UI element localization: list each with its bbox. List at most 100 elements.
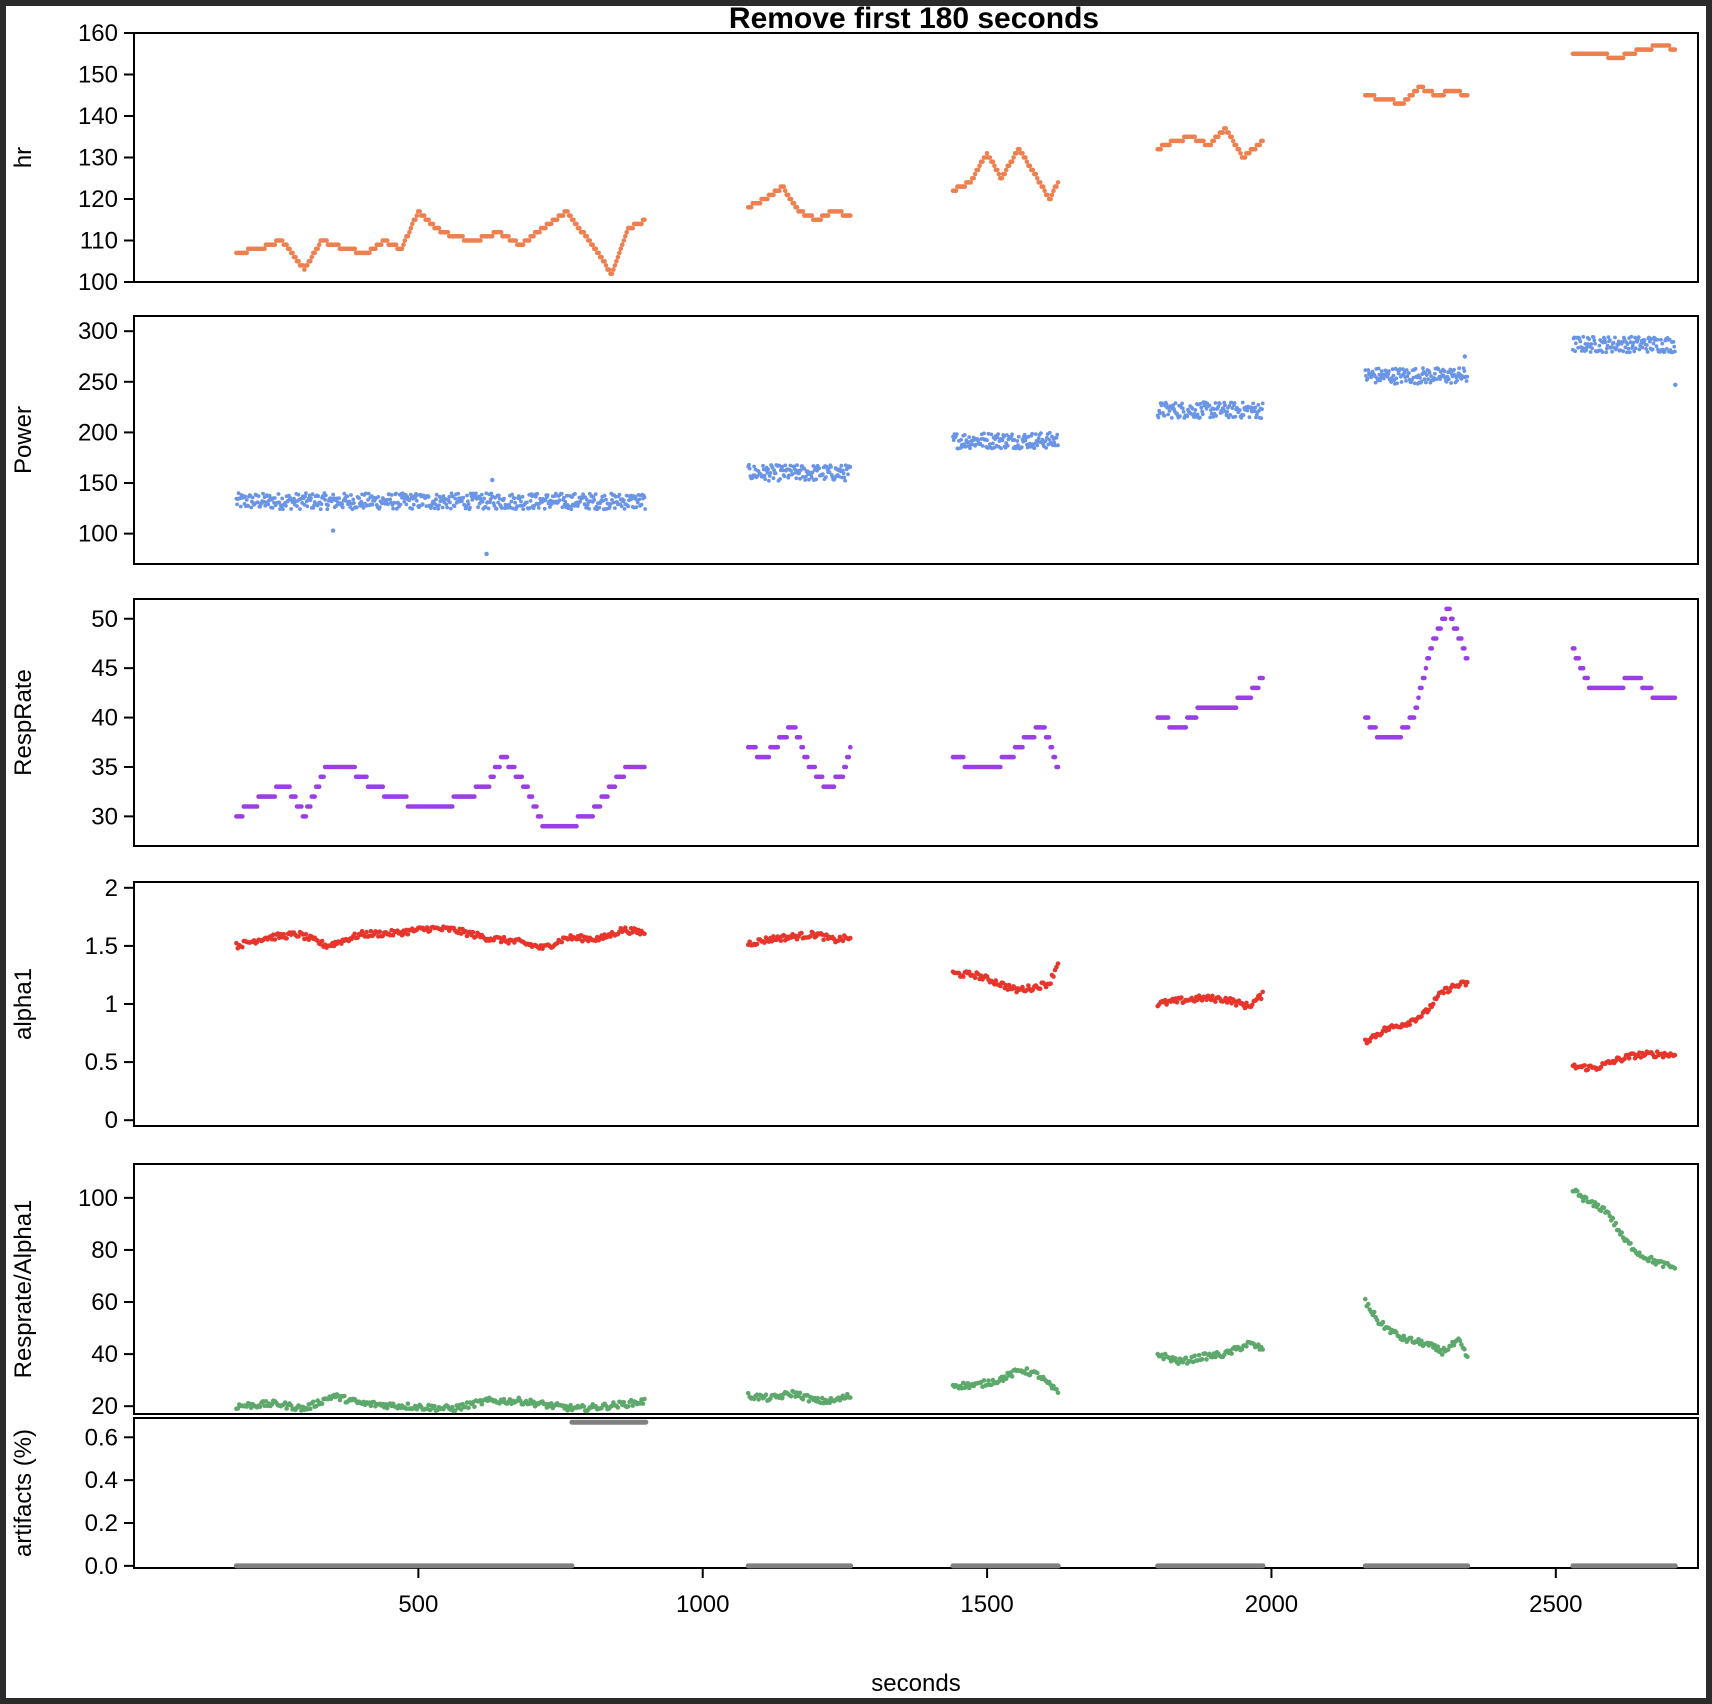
data-point (1387, 369, 1391, 374)
data-point (1625, 350, 1629, 355)
data-point (1633, 346, 1638, 351)
data-point (476, 505, 480, 510)
data-point (962, 433, 967, 437)
data-point (1037, 180, 1043, 185)
data-point (309, 496, 313, 500)
data-point (441, 494, 446, 499)
data-point (1444, 379, 1449, 384)
data-point (959, 437, 963, 442)
data-point (961, 974, 966, 979)
y-tick-label: 30 (91, 803, 118, 830)
data-point (1256, 685, 1261, 691)
data-point (1583, 342, 1588, 346)
data-point (982, 431, 986, 436)
data-point (512, 764, 517, 770)
data-point (413, 217, 418, 223)
data-point (791, 200, 797, 206)
data-point (1462, 369, 1467, 373)
data-point (617, 492, 622, 497)
data-point (619, 504, 624, 509)
data-point (474, 491, 478, 496)
data-point (843, 478, 847, 483)
data-point (535, 491, 540, 496)
data-point (1202, 403, 1207, 408)
data-point (489, 491, 494, 496)
data-point (954, 432, 959, 437)
data-point (1429, 374, 1433, 378)
data-point (606, 267, 612, 272)
data-point (304, 491, 308, 496)
data-point (745, 1390, 751, 1396)
data-point (1672, 1052, 1678, 1058)
data-point (620, 242, 625, 247)
data-point (623, 234, 628, 239)
panel-3: 30 35 40 45 50 RespRate (10, 598, 1699, 847)
data-point (1585, 1067, 1590, 1073)
data-point (466, 1405, 471, 1411)
data-point (1049, 192, 1055, 198)
data-point (379, 242, 384, 247)
y-tick-label: 140 (78, 103, 118, 130)
data-point (430, 221, 436, 227)
data-point (604, 497, 608, 502)
data-point (515, 504, 520, 508)
data-point (840, 938, 846, 944)
data-point (1667, 337, 1672, 342)
data-point (1180, 401, 1184, 406)
data-point (1632, 349, 1637, 354)
data-point (787, 473, 791, 478)
data-point (624, 229, 629, 235)
data-point (414, 498, 419, 503)
data-point (821, 472, 825, 476)
x-tick-label: 2500 (1529, 1591, 1582, 1618)
data-point (609, 271, 615, 277)
data-point (1027, 163, 1033, 169)
data-point (1211, 415, 1216, 419)
data-point (1396, 371, 1401, 376)
data-point (1217, 401, 1222, 406)
data-point (1434, 636, 1439, 641)
data-point (761, 463, 765, 468)
data-point (302, 502, 307, 507)
data-point (460, 234, 465, 239)
data-point (319, 502, 324, 506)
data-point (1593, 341, 1597, 346)
data-point (447, 494, 452, 499)
data-point (634, 505, 639, 510)
data-point (803, 478, 808, 482)
data-point (837, 474, 842, 479)
data-point (603, 263, 609, 268)
data-point (613, 494, 618, 499)
data-point (590, 814, 595, 819)
data-point (1052, 754, 1058, 760)
data-point (630, 1403, 635, 1408)
data-point (1582, 1063, 1587, 1068)
data-point (1260, 675, 1265, 681)
data-point (778, 477, 782, 481)
data-point (296, 934, 301, 939)
data-point (1442, 616, 1448, 622)
data-point (1229, 1351, 1234, 1356)
data-point (1373, 725, 1378, 730)
data-point (630, 225, 635, 231)
data-point (974, 442, 978, 447)
data-point (400, 491, 405, 496)
data-point (1369, 375, 1374, 380)
y-tick-label: 80 (91, 1237, 118, 1264)
data-point (557, 498, 562, 503)
data-point (254, 804, 260, 809)
data-point (359, 929, 365, 934)
data-point (352, 931, 358, 937)
data-point (1366, 715, 1371, 720)
y-tick-label: 0.0 (85, 1553, 118, 1580)
data-point (1412, 381, 1417, 386)
data-point (296, 259, 301, 264)
data-point (1051, 974, 1056, 979)
data-point (1424, 373, 1429, 377)
data-point (1650, 347, 1655, 352)
data-point (270, 505, 275, 510)
data-point (468, 505, 472, 510)
data-point (985, 438, 989, 443)
data-point (1451, 1342, 1457, 1348)
